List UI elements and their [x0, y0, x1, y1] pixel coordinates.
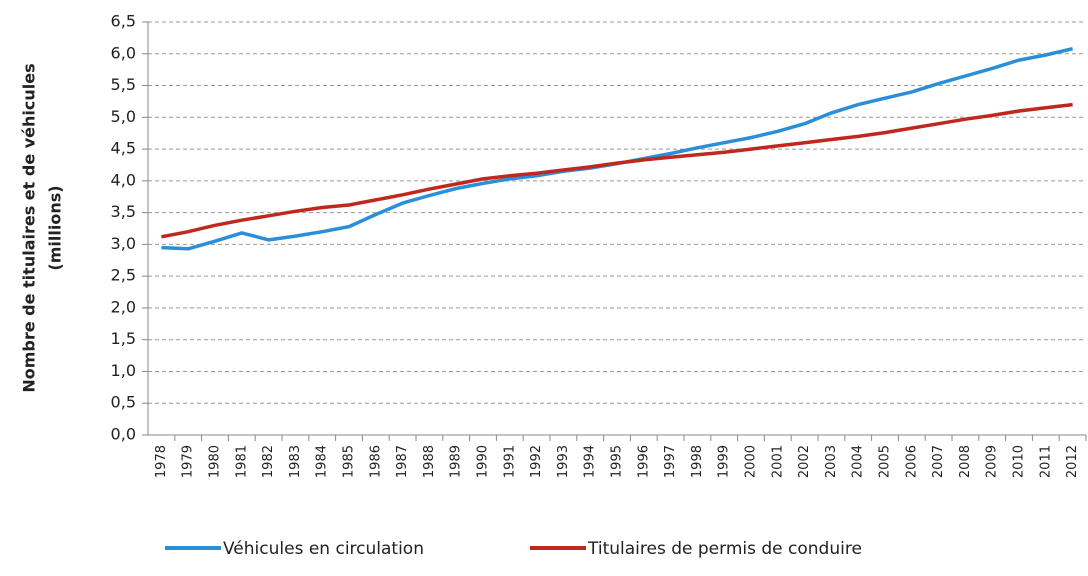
x-tick-label: 1990 [476, 445, 491, 478]
x-tick-label: 1994 [583, 445, 598, 478]
legend-label: Véhicules en circulation [223, 539, 424, 559]
x-tick-label: 1986 [368, 445, 383, 478]
y-tick-label: 3,5 [111, 202, 136, 221]
x-tick-label: 2000 [744, 445, 759, 478]
y-tick-label: 4,0 [111, 170, 136, 189]
x-tick-label: 2004 [851, 445, 866, 478]
x-tick-label: 1997 [663, 445, 678, 478]
x-tick-label: 2006 [904, 445, 919, 478]
x-tick-label: 1995 [610, 445, 625, 478]
x-tick-label: 2001 [770, 445, 785, 478]
x-tick-label: 1983 [288, 445, 303, 478]
x-tick-label: 2011 [1038, 445, 1053, 478]
x-tick-label: 2003 [824, 445, 839, 478]
x-tick-label: 2012 [1065, 445, 1080, 478]
x-tick-label: 1987 [395, 445, 410, 478]
y-tick-label: 6,5 [111, 12, 136, 31]
y-tick-label: 1,5 [111, 329, 136, 348]
series-line [161, 102, 1073, 239]
x-tick-label: 2008 [958, 445, 973, 478]
y-axis-label: (millions) [46, 185, 65, 270]
y-tick-label: 6,0 [111, 43, 136, 62]
y-tick-label: 0,5 [111, 393, 136, 412]
x-tick-label: 1996 [636, 445, 651, 478]
x-tick-label: 1979 [181, 445, 196, 478]
x-tick-label: 1989 [449, 445, 464, 478]
x-tick-label: 2002 [797, 445, 812, 478]
x-tick-label: 2005 [878, 445, 893, 478]
y-tick-label: 5,5 [111, 75, 136, 94]
x-tick-label: 1985 [342, 445, 357, 478]
x-tick-label: 2009 [985, 445, 1000, 478]
x-tick-label: 1981 [234, 445, 249, 478]
legend-label: Titulaires de permis de conduire [587, 539, 862, 559]
x-tick-label: 1980 [208, 445, 223, 478]
y-axis-label: Nombre de titulaires et de véhicules [20, 63, 39, 392]
x-tick-label: 2007 [931, 445, 946, 478]
y-tick-label: 0,0 [111, 425, 136, 444]
x-tick-label: 1991 [502, 445, 517, 478]
y-tick-label: 5,0 [111, 107, 136, 126]
y-tick-label: 1,0 [111, 361, 136, 380]
x-tick-label: 1988 [422, 445, 437, 478]
x-tick-label: 1998 [690, 445, 705, 478]
y-tick-label: 4,5 [111, 139, 136, 158]
x-tick-label: 1993 [556, 445, 571, 478]
y-tick-label: 3,0 [111, 234, 136, 253]
x-tick-label: 1992 [529, 445, 544, 478]
x-tick-label: 2010 [1012, 445, 1027, 478]
x-tick-label: 1982 [261, 445, 276, 478]
y-tick-label: 2,0 [111, 297, 136, 316]
x-tick-label: 1978 [154, 445, 169, 478]
x-tick-label: 1999 [717, 445, 732, 478]
y-tick-label: 2,5 [111, 266, 136, 285]
x-tick-label: 1984 [315, 445, 330, 478]
